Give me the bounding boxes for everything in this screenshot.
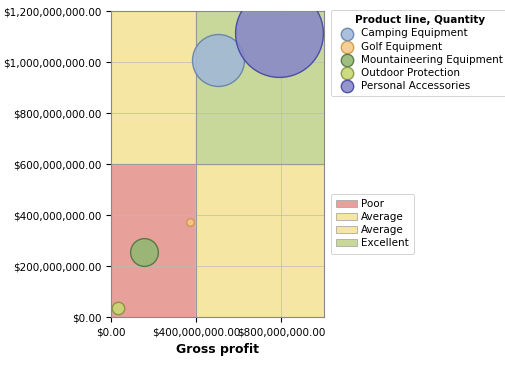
Point [140,249,148,255]
Legend: Poor, Average, Average, Excellent: Poor, Average, Average, Excellent [330,194,414,254]
Bar [196,164,323,317]
Bar [111,11,196,164]
Bar [111,164,196,317]
Point [185,219,193,225]
Point [114,306,122,311]
Bar [196,11,323,164]
X-axis label: Gross profit: Gross profit [176,343,259,356]
Point [275,30,283,36]
Point [213,56,221,62]
